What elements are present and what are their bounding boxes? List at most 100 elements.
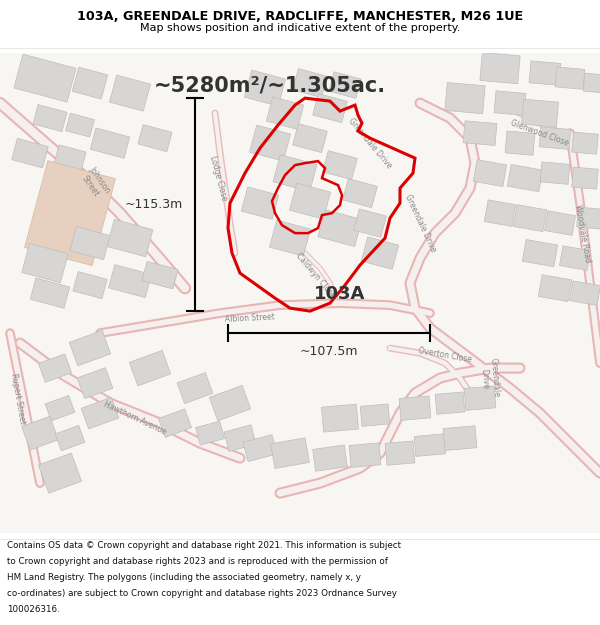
Text: to Crown copyright and database rights 2023 and is reproduced with the permissio: to Crown copyright and database rights 2… (7, 558, 388, 566)
Bar (360, 404, 390, 426)
Bar (72, 67, 108, 99)
Bar (464, 386, 496, 411)
Bar (494, 91, 526, 116)
Bar (572, 132, 598, 154)
Text: Map shows position and indicative extent of the property.: Map shows position and indicative extent… (140, 23, 460, 33)
Bar (349, 443, 381, 468)
Bar (508, 164, 542, 192)
Bar (583, 73, 600, 93)
Bar (289, 183, 331, 219)
Bar (109, 264, 151, 298)
Bar (463, 121, 497, 146)
Bar (399, 396, 431, 421)
Text: Rupert Street: Rupert Street (9, 372, 27, 424)
Bar (523, 239, 557, 267)
Bar (14, 54, 76, 102)
Bar (142, 261, 178, 289)
Text: 100026316.: 100026316. (7, 605, 60, 614)
Text: Greendale
Drive: Greendale Drive (479, 357, 502, 399)
Text: Contains OS data © Crown copyright and database right 2021. This information is : Contains OS data © Crown copyright and d… (7, 541, 401, 551)
Bar (25, 161, 115, 266)
Bar (293, 124, 328, 152)
Bar (445, 82, 485, 114)
Bar (555, 67, 585, 89)
Bar (11, 138, 49, 168)
Bar (196, 421, 224, 445)
Bar (540, 162, 570, 184)
Text: ~5280m²/~1.305ac.: ~5280m²/~1.305ac. (154, 75, 386, 95)
Text: Greendale Drive: Greendale Drive (346, 116, 394, 170)
Bar (361, 237, 398, 269)
Bar (55, 426, 85, 451)
Text: Lodge Close: Lodge Close (208, 154, 229, 202)
Bar (572, 167, 598, 189)
Bar (69, 331, 111, 366)
Bar (243, 434, 277, 462)
Bar (544, 211, 575, 236)
Bar (529, 61, 561, 86)
Bar (22, 244, 68, 282)
Bar (177, 372, 213, 404)
Bar (250, 125, 290, 161)
Bar (224, 425, 256, 451)
Bar (538, 274, 572, 302)
Bar (323, 151, 358, 179)
Text: ~107.5m: ~107.5m (300, 345, 358, 358)
Bar (33, 104, 67, 132)
Bar (269, 220, 311, 256)
Text: HM Land Registry. The polygons (including the associated geometry, namely x, y: HM Land Registry. The polygons (includin… (7, 573, 361, 582)
Bar (480, 52, 520, 84)
Bar (293, 69, 328, 98)
Bar (414, 434, 446, 456)
Bar (81, 398, 119, 429)
Bar (38, 453, 82, 493)
Bar (54, 145, 86, 171)
Bar (129, 351, 171, 386)
Bar (484, 200, 515, 226)
Text: 103A, GREENDALE DRIVE, RADCLIFFE, MANCHESTER, M26 1UE: 103A, GREENDALE DRIVE, RADCLIFFE, MANCHE… (77, 11, 523, 24)
Bar (318, 209, 362, 247)
Text: 103A: 103A (314, 285, 365, 303)
Bar (577, 207, 600, 229)
Bar (273, 154, 317, 192)
Bar (30, 278, 70, 308)
Text: co-ordinates) are subject to Crown copyright and database rights 2023 Ordnance S: co-ordinates) are subject to Crown copyr… (7, 589, 397, 598)
Text: Overton Close: Overton Close (418, 346, 472, 364)
Bar (521, 99, 559, 127)
Bar (22, 416, 58, 450)
Bar (271, 438, 310, 469)
Bar (514, 204, 547, 232)
Text: Caldwyn Close: Caldwyn Close (293, 251, 337, 299)
Text: ~115.3m: ~115.3m (125, 198, 183, 211)
Text: Albion Street: Albion Street (225, 312, 275, 324)
Bar (70, 226, 110, 260)
Bar (569, 281, 600, 306)
Bar (109, 75, 151, 111)
Bar (244, 70, 286, 106)
Bar (38, 354, 71, 382)
Bar (45, 396, 75, 421)
Bar (385, 441, 415, 465)
Bar (353, 209, 386, 238)
Bar (329, 72, 361, 98)
Bar (473, 159, 506, 187)
Bar (539, 127, 571, 149)
Bar (505, 131, 535, 155)
Bar (559, 246, 590, 271)
Bar (158, 409, 191, 437)
Bar (435, 392, 465, 414)
Text: Hawthorn Avenue: Hawthorn Avenue (102, 399, 168, 437)
Bar (241, 187, 278, 219)
Text: Johnson
Street: Johnson Street (79, 165, 112, 201)
Bar (138, 124, 172, 152)
Text: Woodvale Road: Woodvale Road (574, 203, 593, 263)
Bar (209, 386, 251, 421)
Bar (343, 179, 377, 208)
Text: Glenwood Close: Glenwood Close (510, 119, 570, 148)
Bar (77, 368, 113, 399)
Bar (313, 94, 347, 122)
Bar (322, 404, 359, 432)
Bar (313, 445, 347, 471)
Bar (65, 113, 94, 137)
Bar (443, 426, 477, 451)
